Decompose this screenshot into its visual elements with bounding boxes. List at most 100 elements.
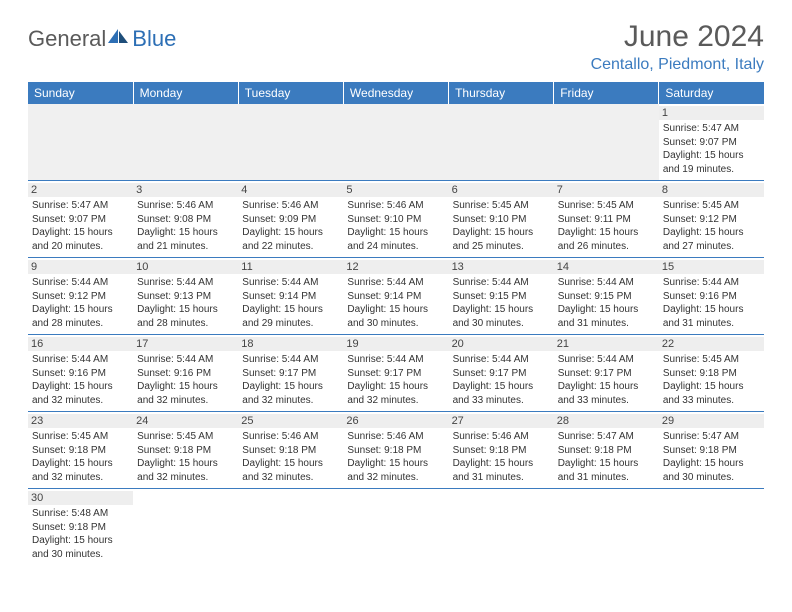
day-sunrise: Sunrise: 5:44 AM: [558, 353, 655, 367]
day-sunrise: Sunrise: 5:47 AM: [32, 199, 129, 213]
day-dl1: Daylight: 15 hours: [137, 457, 234, 471]
day-number: 6: [449, 183, 554, 197]
day-dl2: and 24 minutes.: [347, 240, 444, 254]
day-dl1: Daylight: 15 hours: [347, 226, 444, 240]
weekday-header: Saturday: [659, 82, 764, 104]
day-dl2: and 28 minutes.: [32, 317, 129, 331]
day-number: 19: [343, 337, 448, 351]
calendar-row: 1Sunrise: 5:47 AMSunset: 9:07 PMDaylight…: [28, 104, 764, 181]
calendar-cell: [449, 489, 554, 566]
day-sunrise: Sunrise: 5:45 AM: [663, 199, 760, 213]
day-sunrise: Sunrise: 5:45 AM: [137, 430, 234, 444]
day-sunrise: Sunrise: 5:44 AM: [137, 276, 234, 290]
day-dl2: and 32 minutes.: [137, 471, 234, 485]
day-dl2: and 32 minutes.: [347, 394, 444, 408]
day-number: 23: [28, 414, 133, 428]
day-sunset: Sunset: 9:12 PM: [663, 213, 760, 227]
day-dl1: Daylight: 15 hours: [32, 534, 129, 548]
day-sunrise: Sunrise: 5:46 AM: [242, 199, 339, 213]
day-sunrise: Sunrise: 5:44 AM: [242, 353, 339, 367]
calendar-cell: [449, 104, 554, 181]
day-number: 24: [133, 414, 238, 428]
calendar-cell: [659, 489, 764, 566]
title-block: June 2024 Centallo, Piedmont, Italy: [591, 20, 764, 74]
day-dl1: Daylight: 15 hours: [453, 226, 550, 240]
day-sunset: Sunset: 9:18 PM: [663, 367, 760, 381]
day-sunrise: Sunrise: 5:47 AM: [558, 430, 655, 444]
calendar-cell: 11Sunrise: 5:44 AMSunset: 9:14 PMDayligh…: [238, 258, 343, 335]
day-number: 11: [238, 260, 343, 274]
day-number: 16: [28, 337, 133, 351]
calendar-cell: [133, 104, 238, 181]
day-number: 25: [238, 414, 343, 428]
day-dl1: Daylight: 15 hours: [32, 457, 129, 471]
day-sunset: Sunset: 9:11 PM: [558, 213, 655, 227]
day-sunrise: Sunrise: 5:46 AM: [453, 430, 550, 444]
day-number: 12: [343, 260, 448, 274]
day-number: 5: [343, 183, 448, 197]
brand-part2: Blue: [132, 26, 176, 52]
calendar-cell: 6Sunrise: 5:45 AMSunset: 9:10 PMDaylight…: [449, 181, 554, 258]
day-sunset: Sunset: 9:18 PM: [32, 521, 129, 535]
day-dl1: Daylight: 15 hours: [242, 303, 339, 317]
day-dl2: and 22 minutes.: [242, 240, 339, 254]
day-sunset: Sunset: 9:17 PM: [242, 367, 339, 381]
day-dl1: Daylight: 15 hours: [453, 380, 550, 394]
day-dl1: Daylight: 15 hours: [663, 149, 760, 163]
day-sunrise: Sunrise: 5:46 AM: [347, 199, 444, 213]
calendar-cell: 20Sunrise: 5:44 AMSunset: 9:17 PMDayligh…: [449, 335, 554, 412]
day-number: 20: [449, 337, 554, 351]
day-dl1: Daylight: 15 hours: [663, 380, 760, 394]
day-sunset: Sunset: 9:15 PM: [453, 290, 550, 304]
weekday-header: Sunday: [28, 82, 133, 104]
day-dl1: Daylight: 15 hours: [242, 457, 339, 471]
day-number: 27: [449, 414, 554, 428]
day-dl2: and 32 minutes.: [137, 394, 234, 408]
day-dl2: and 31 minutes.: [663, 317, 760, 331]
day-sunrise: Sunrise: 5:47 AM: [663, 122, 760, 136]
day-sunset: Sunset: 9:18 PM: [347, 444, 444, 458]
day-sunrise: Sunrise: 5:44 AM: [663, 276, 760, 290]
day-sunset: Sunset: 9:08 PM: [137, 213, 234, 227]
day-dl1: Daylight: 15 hours: [558, 303, 655, 317]
day-sunset: Sunset: 9:13 PM: [137, 290, 234, 304]
calendar-cell: 25Sunrise: 5:46 AMSunset: 9:18 PMDayligh…: [238, 412, 343, 489]
day-number: 4: [238, 183, 343, 197]
day-dl2: and 30 minutes.: [663, 471, 760, 485]
day-dl2: and 21 minutes.: [137, 240, 234, 254]
location-text: Centallo, Piedmont, Italy: [591, 56, 764, 74]
day-sunrise: Sunrise: 5:44 AM: [453, 353, 550, 367]
calendar-row: 16Sunrise: 5:44 AMSunset: 9:16 PMDayligh…: [28, 335, 764, 412]
calendar-cell: [343, 104, 448, 181]
day-dl2: and 28 minutes.: [137, 317, 234, 331]
day-number: 26: [343, 414, 448, 428]
calendar-cell: 1Sunrise: 5:47 AMSunset: 9:07 PMDaylight…: [659, 104, 764, 181]
calendar-cell: [554, 104, 659, 181]
calendar-cell: 16Sunrise: 5:44 AMSunset: 9:16 PMDayligh…: [28, 335, 133, 412]
day-sunrise: Sunrise: 5:45 AM: [453, 199, 550, 213]
calendar-cell: [343, 489, 448, 566]
weekday-header: Tuesday: [238, 82, 343, 104]
day-dl1: Daylight: 15 hours: [32, 226, 129, 240]
day-sunset: Sunset: 9:14 PM: [347, 290, 444, 304]
day-number: 29: [659, 414, 764, 428]
day-dl2: and 33 minutes.: [558, 394, 655, 408]
day-dl1: Daylight: 15 hours: [137, 380, 234, 394]
calendar-cell: 19Sunrise: 5:44 AMSunset: 9:17 PMDayligh…: [343, 335, 448, 412]
day-number: 14: [554, 260, 659, 274]
weekday-header: Thursday: [449, 82, 554, 104]
weekday-header: Wednesday: [343, 82, 448, 104]
weekday-header: Friday: [554, 82, 659, 104]
day-sunrise: Sunrise: 5:44 AM: [242, 276, 339, 290]
calendar-cell: 10Sunrise: 5:44 AMSunset: 9:13 PMDayligh…: [133, 258, 238, 335]
calendar-cell: 18Sunrise: 5:44 AMSunset: 9:17 PMDayligh…: [238, 335, 343, 412]
day-dl1: Daylight: 15 hours: [558, 380, 655, 394]
calendar-row: 2Sunrise: 5:47 AMSunset: 9:07 PMDaylight…: [28, 181, 764, 258]
day-sunrise: Sunrise: 5:44 AM: [347, 276, 444, 290]
calendar-cell: 9Sunrise: 5:44 AMSunset: 9:12 PMDaylight…: [28, 258, 133, 335]
day-dl1: Daylight: 15 hours: [347, 457, 444, 471]
calendar-cell: 12Sunrise: 5:44 AMSunset: 9:14 PMDayligh…: [343, 258, 448, 335]
brand-part1: General: [28, 26, 106, 52]
day-sunset: Sunset: 9:18 PM: [663, 444, 760, 458]
month-title: June 2024: [591, 20, 764, 54]
